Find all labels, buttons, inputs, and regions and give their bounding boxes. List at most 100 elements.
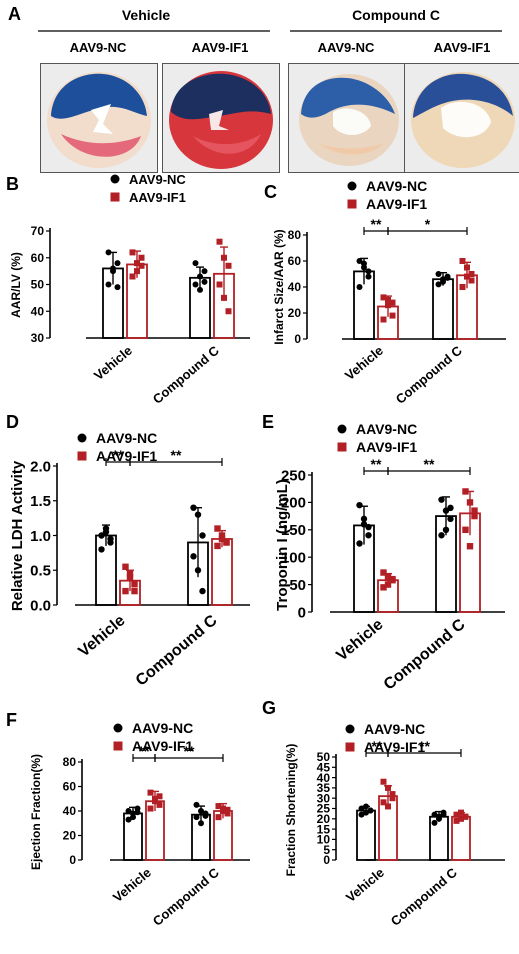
x-tick-label: Compound C [388, 864, 461, 928]
data-point-nc [365, 273, 372, 280]
data-point-nc [361, 260, 367, 267]
data-point-nc [190, 553, 197, 560]
data-point-if1 [471, 512, 478, 520]
y-tick-label: 50 [289, 577, 306, 594]
chart-e: E AAV9-NC AAV9-IF1 0 50 100 150 200 250Troponin … [262, 412, 505, 694]
x-tick-label: Vehicle [110, 865, 154, 905]
data-point-nc [436, 813, 442, 820]
y-tick-label: 80 [288, 228, 302, 242]
data-point-nc [367, 807, 374, 814]
legend-marker-nc [347, 181, 357, 191]
y-tick-label: 20 [288, 306, 302, 320]
data-point-nc [110, 268, 116, 275]
data-point-nc [105, 249, 112, 256]
data-point-if1 [224, 806, 231, 813]
x-tick-label: Vehicle [91, 343, 135, 383]
data-point-if1 [380, 778, 387, 785]
data-point-nc [356, 501, 363, 509]
data-point-nc [134, 809, 141, 816]
data-point-if1 [156, 801, 163, 808]
data-point-if1 [214, 525, 221, 532]
data-point-if1 [380, 316, 387, 323]
data-point-nc [201, 268, 208, 275]
data-point-nc [440, 276, 446, 283]
heart-image-vehicle-if1 [162, 63, 280, 173]
data-point-if1 [458, 809, 464, 816]
data-point-nc [360, 521, 368, 528]
bar-nc [432, 278, 454, 340]
x-tick-label: Vehicle [75, 612, 128, 661]
data-point-nc [98, 532, 105, 539]
legend-label-nc: AAV9-NC [132, 720, 193, 736]
significance-label: ** [371, 216, 382, 232]
legend-label-nc: AAV9-NC [356, 421, 417, 437]
data-point-if1 [453, 811, 460, 818]
legend-marker-if1 [77, 451, 87, 461]
legend-marker-if1 [113, 741, 123, 751]
data-point-nc [365, 532, 372, 539]
y-tick-label: 0 [69, 853, 76, 867]
data-point-if1 [389, 791, 396, 798]
y-tick-label: 25 [317, 802, 331, 816]
panel-label-b: B [6, 174, 19, 194]
chart-b: B AAV9-NC AAV9-IF1 30 40 50 60 70 AAR/LV (%) Vehi… [6, 172, 250, 407]
x-tick-label: Vehicle [342, 343, 386, 383]
x-tick-label: Compound C [150, 342, 223, 406]
data-point-if1 [380, 569, 387, 576]
y-axis-title: Infarct Size/AAR (%) [272, 229, 286, 344]
data-point-if1 [384, 581, 392, 588]
data-point-if1 [225, 262, 232, 269]
y-axis-title: Relative LDH Activity [9, 460, 26, 611]
data-point-nc [358, 805, 365, 812]
data-point-if1 [220, 805, 226, 812]
data-point-nc [202, 812, 209, 819]
data-point-if1 [385, 803, 391, 810]
y-tick-label: 0 [294, 332, 301, 346]
data-point-if1 [385, 302, 391, 309]
y-tick-label: 50 [317, 750, 331, 764]
y-tick-label: 15 [317, 822, 331, 836]
legend-marker-if1 [110, 192, 120, 202]
data-point-nc [105, 281, 112, 288]
legend-marker-nc [77, 433, 87, 443]
data-point-nc [447, 515, 454, 523]
data-point-nc [193, 814, 200, 821]
legend-marker-nc [345, 724, 355, 734]
y-axis-title: Fraction Shortening(%) [284, 744, 298, 877]
group-title-vehicle: Vehicle [122, 7, 170, 23]
y-tick-label: 30 [317, 791, 331, 805]
y-tick-label: 2.0 [30, 458, 51, 475]
significance-label: ** [139, 743, 150, 759]
legend-label-nc: AAV9-NC [96, 430, 157, 446]
data-point-if1 [129, 249, 136, 256]
data-point-if1 [138, 254, 145, 261]
data-point-if1 [138, 262, 145, 269]
data-point-if1 [380, 799, 387, 806]
data-point-if1 [459, 284, 466, 290]
data-point-nc [192, 260, 199, 267]
data-point-if1 [131, 587, 138, 595]
data-point-nc [107, 535, 114, 543]
data-point-if1 [126, 570, 134, 577]
heart-image-cc-if1 [404, 63, 519, 173]
data-point-if1 [466, 543, 474, 550]
y-axis-title: Ejection Fraction(%) [29, 754, 43, 870]
data-point-nc [125, 816, 132, 823]
data-point-nc [130, 810, 136, 817]
data-point-if1 [384, 573, 392, 580]
data-point-nc [356, 540, 363, 547]
y-tick-label: 80 [63, 755, 77, 769]
chart-d: D AAV9-NC AAV9-IF1 0.0 0.5 1.0 1.5 2.0Relative … [6, 412, 250, 690]
legend-label-if1: AAV9-IF1 [366, 196, 427, 212]
data-point-if1 [224, 810, 231, 817]
y-tick-label: 50 [31, 278, 45, 292]
data-point-if1 [215, 814, 222, 821]
data-point-nc [198, 820, 204, 827]
legend-marker-if1 [345, 742, 355, 752]
data-point-if1 [129, 273, 136, 280]
data-point-if1 [218, 535, 226, 543]
data-point-if1 [389, 299, 396, 306]
data-point-nc [360, 515, 368, 523]
legend-label-if1: AAV9-IF1 [356, 439, 417, 455]
